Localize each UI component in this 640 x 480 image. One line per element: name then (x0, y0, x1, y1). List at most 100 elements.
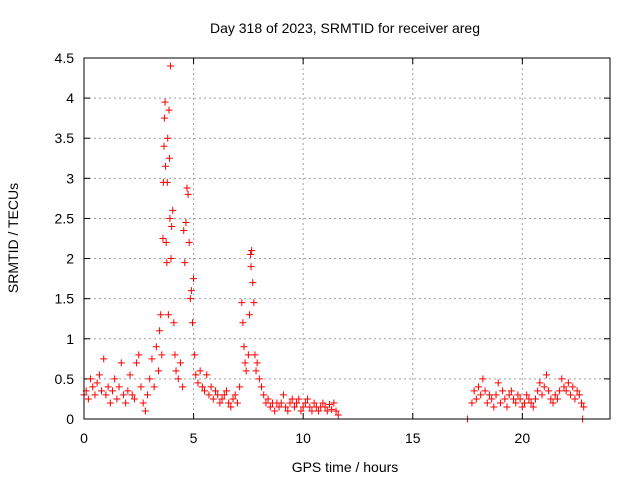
data-point (518, 403, 526, 411)
data-point (551, 391, 559, 399)
data-point (225, 399, 233, 407)
data-point (117, 359, 125, 367)
data-point (141, 407, 149, 415)
data-point (288, 395, 296, 403)
data-point (196, 367, 204, 375)
data-point (282, 403, 290, 411)
data-point (194, 379, 202, 387)
data-point (277, 399, 285, 407)
data-point (573, 387, 581, 395)
data-point (260, 391, 268, 399)
data-point (485, 391, 493, 399)
data-point (564, 379, 572, 387)
data-point (247, 251, 255, 259)
data-point (567, 391, 575, 399)
data-point (523, 391, 531, 399)
data-point (239, 319, 247, 327)
data-point (87, 375, 95, 383)
data-point (319, 399, 327, 407)
data-point (191, 351, 199, 359)
data-point (176, 359, 184, 367)
data-point (264, 395, 272, 403)
data-point (308, 407, 316, 415)
grid (84, 58, 610, 419)
data-point (161, 98, 169, 106)
data-point (510, 395, 518, 403)
data-point (115, 383, 123, 391)
data-point (540, 383, 548, 391)
data-point (306, 403, 314, 411)
data-point (240, 343, 248, 351)
data-point (188, 319, 196, 327)
data-point (128, 391, 136, 399)
data-point (527, 399, 535, 407)
data-point (290, 403, 298, 411)
y-tick-label: 4 (66, 90, 74, 106)
data-point (170, 319, 178, 327)
data-point (468, 399, 476, 407)
data-point (159, 235, 167, 242)
data-point (139, 399, 147, 407)
data-point (144, 391, 152, 399)
data-point (158, 351, 166, 359)
data-point (330, 399, 338, 407)
data-point (171, 351, 179, 359)
data-point (165, 106, 173, 114)
data-point (180, 226, 188, 234)
data-point (182, 218, 190, 226)
y-tick-label: 3 (66, 170, 74, 186)
data-point (569, 383, 577, 391)
data-point (529, 403, 537, 411)
data-point (501, 395, 509, 403)
data-point (192, 371, 200, 379)
data-point (553, 395, 561, 403)
data-point (571, 395, 579, 403)
data-point (494, 379, 502, 387)
data-point (209, 395, 217, 403)
data-point (183, 184, 191, 192)
data-point (181, 259, 189, 267)
data-point (512, 399, 520, 407)
data-point (233, 399, 241, 407)
data-point (499, 387, 507, 395)
data-point (201, 387, 209, 395)
data-point (507, 387, 515, 395)
y-tick-label: 2.5 (55, 210, 75, 226)
data-point (575, 391, 583, 399)
data-point (167, 255, 175, 263)
data-point (293, 399, 301, 407)
data-point (168, 222, 176, 230)
data-point (124, 387, 132, 395)
x-tick-label: 10 (295, 430, 311, 446)
data-point (216, 399, 224, 407)
data-point (231, 391, 239, 399)
y-tick-label: 1 (66, 331, 74, 347)
data-point (481, 387, 489, 395)
data-point (152, 343, 160, 351)
data-point (252, 367, 260, 375)
data-point (538, 391, 546, 399)
data-point (525, 395, 533, 403)
data-point (137, 383, 145, 391)
data-point (479, 375, 487, 383)
data-point (488, 395, 496, 403)
data-point (212, 387, 219, 395)
data-point (160, 142, 168, 150)
data-point (279, 391, 287, 399)
data-point (295, 395, 303, 403)
x-tick-label: 15 (405, 430, 421, 446)
data-point (245, 311, 253, 319)
data-point (323, 407, 331, 415)
data-point (214, 391, 222, 399)
data-point (130, 395, 138, 403)
data-point (166, 214, 174, 222)
data-point (262, 399, 270, 407)
data-point (562, 387, 570, 395)
data-point (545, 387, 553, 395)
data-point (190, 275, 198, 283)
data-point (220, 391, 228, 399)
data-point (106, 399, 114, 407)
data-point (155, 367, 163, 375)
data-point (169, 206, 177, 214)
data-points (80, 62, 588, 423)
